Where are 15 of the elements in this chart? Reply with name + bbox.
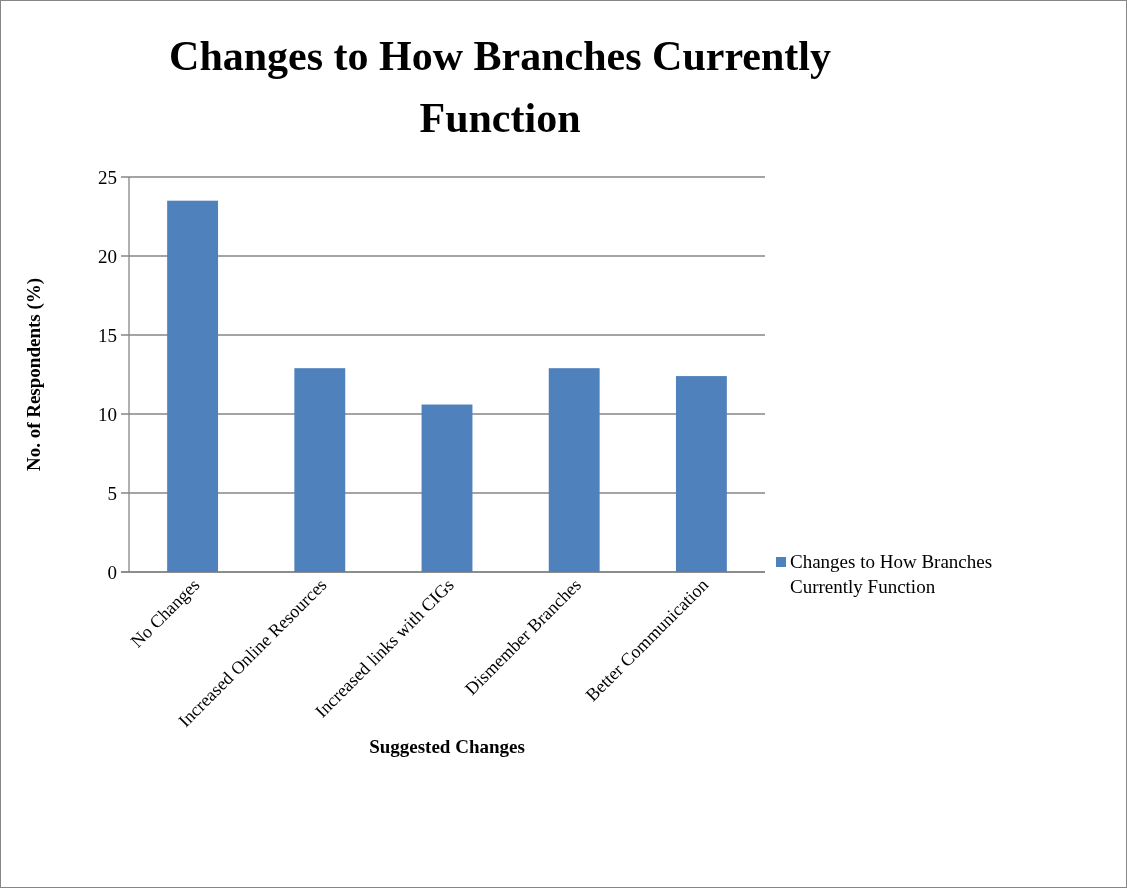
y-tick-label: 5	[107, 482, 117, 504]
y-tick-label: 10	[98, 403, 117, 425]
y-tick-label: 20	[98, 245, 117, 267]
bar	[421, 404, 473, 572]
legend-label: Changes to How Branches Currently Function	[790, 551, 993, 597]
x-axis-title: Suggested Changes	[369, 736, 525, 757]
bar	[294, 368, 346, 572]
chart-title: Changes to How Branches Currently Function	[169, 33, 831, 141]
y-tick-label: 0	[107, 561, 117, 583]
y-tick-label: 25	[98, 166, 117, 188]
y-tick-label: 15	[98, 324, 117, 346]
y-axis-title: No. of Respondents (%)	[23, 277, 45, 472]
bar	[675, 376, 727, 572]
bar	[548, 368, 600, 572]
bar	[167, 200, 219, 572]
